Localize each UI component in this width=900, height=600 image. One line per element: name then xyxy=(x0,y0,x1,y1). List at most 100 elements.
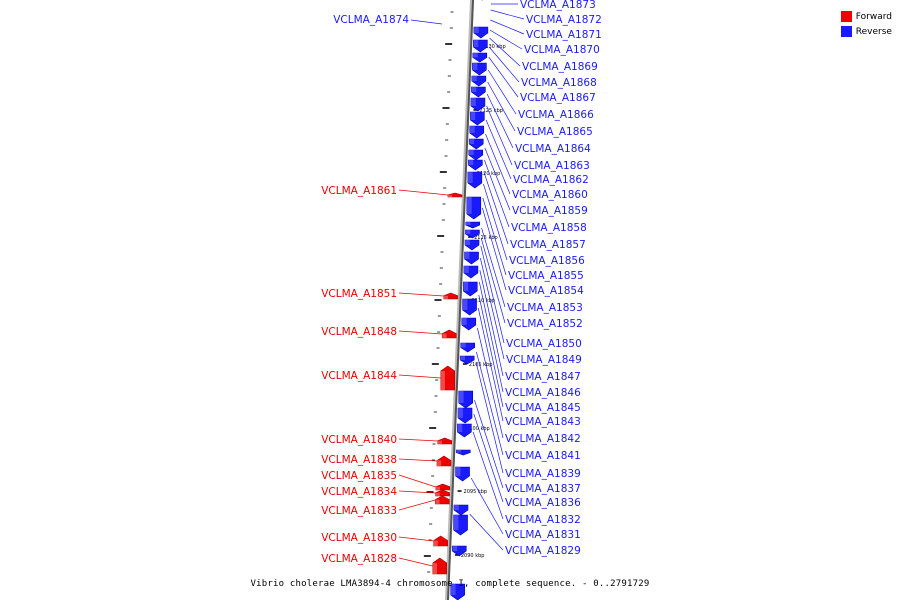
reverse-gene-highlight xyxy=(461,318,467,325)
forward-gene-highlight xyxy=(435,486,441,490)
reverse-leader-line xyxy=(477,327,504,439)
reverse-gene-highlight xyxy=(460,343,466,348)
reverse-gene-highlight xyxy=(471,76,477,81)
reverse-leader-line xyxy=(488,46,520,83)
forward-gene-highlight xyxy=(432,563,437,574)
reverse-gene-label: VCLMA_A1841 xyxy=(505,450,581,462)
forward-leader-line xyxy=(398,189,448,196)
reverse-leader-line xyxy=(469,513,504,551)
reverse-leader-line xyxy=(482,197,507,276)
reverse-gene-highlight xyxy=(471,87,477,92)
reverse-leader-line xyxy=(490,19,525,35)
scale-tick-label: 2090 kbp xyxy=(461,553,485,559)
reverse-gene-label: VCLMA_A1867 xyxy=(520,92,596,104)
reverse-gene-label: VCLMA_A1839 xyxy=(505,468,581,480)
scale-tick-label: 2095 kbp xyxy=(464,489,488,495)
reverse-leader-line xyxy=(410,19,443,25)
reverse-leader-line xyxy=(487,69,517,115)
forward-gene-label: VCLMA_A1851 xyxy=(321,288,397,300)
reverse-gene-label: VCLMA_A1855 xyxy=(508,270,584,282)
map-caption: Vibrio cholerae LMA3894-4 chromosome I, … xyxy=(250,579,650,589)
reverse-gene-label: VCLMA_A1829 xyxy=(505,545,581,557)
reverse-gene-label: VCLMA_A1870 xyxy=(524,44,600,56)
forward-leader-line xyxy=(398,438,438,442)
reverse-gene-label: VCLMA_A1849 xyxy=(506,354,582,366)
reverse-gene-highlight xyxy=(464,252,470,259)
reverse-gene-highlight xyxy=(457,424,463,432)
reverse-gene-highlight xyxy=(450,584,456,595)
reverse-gene-label: VCLMA_A1853 xyxy=(507,302,583,314)
backbone-line xyxy=(447,0,474,600)
reverse-gene-highlight xyxy=(470,98,476,106)
scale-tick-label: 2125 kbp xyxy=(479,108,503,114)
reverse-leader-line xyxy=(489,37,521,67)
forward-gene-highlight xyxy=(443,295,448,299)
reverse-gene-highlight xyxy=(465,240,470,245)
reverse-gene-label: VCLMA_A1832 xyxy=(505,514,581,526)
reverse-gene-label: VCLMA_A1860 xyxy=(512,189,588,201)
scale-tick-label: 2100 kbp xyxy=(466,426,490,432)
forward-gene-highlight xyxy=(440,371,445,390)
forward-gene-label: VCLMA_A1844 xyxy=(321,370,397,382)
reverse-leader-line xyxy=(487,81,516,132)
reverse-gene-highlight xyxy=(472,53,478,58)
reverse-leader-line xyxy=(489,29,523,50)
reverse-gene-highlight xyxy=(465,230,471,234)
reverse-gene-highlight xyxy=(470,112,476,120)
reverse-gene-label: VCLMA_A1846 xyxy=(505,387,581,399)
reverse-leader-line xyxy=(488,56,519,98)
reverse-gene-label: VCLMA_A1854 xyxy=(508,285,584,297)
reverse-gene-label: VCLMA_A1836 xyxy=(505,497,581,509)
reverse-leader-line xyxy=(484,147,511,211)
legend-reverse: Reverse xyxy=(840,24,892,39)
reverse-leader-line xyxy=(472,431,504,520)
reverse-gene-highlight xyxy=(472,63,478,70)
forward-gene-label: VCLMA_A1861 xyxy=(321,185,397,197)
forward-leader-line xyxy=(398,330,443,335)
forward-leader-line xyxy=(398,292,444,297)
reverse-gene-label: VCLMA_A1856 xyxy=(509,255,585,267)
reverse-leader-line xyxy=(474,399,504,489)
forward-leader-line xyxy=(398,374,441,379)
reverse-gene-highlight xyxy=(465,222,471,225)
reverse-leader-line xyxy=(476,351,504,456)
reverse-gene-label: VCLMA_A1845 xyxy=(505,402,581,414)
reverse-gene-label: VCLMA_A1865 xyxy=(517,126,593,138)
reverse-gene-label: VCLMA_A1837 xyxy=(505,483,581,495)
reverse-leader-line xyxy=(477,307,504,422)
forward-gene-label: VCLMA_A1834 xyxy=(321,486,397,498)
reverse-leader-line xyxy=(479,257,505,360)
forward-gene-label: VCLMA_A1830 xyxy=(321,532,397,544)
reverse-gene-highlight xyxy=(458,391,464,403)
reverse-gene-highlight xyxy=(462,299,468,310)
reverse-leader-line xyxy=(473,413,504,503)
reverse-leader-line xyxy=(485,133,511,195)
reverse-gene-label: VCLMA_A1874 xyxy=(333,14,409,26)
reverse-leader-line xyxy=(486,93,514,149)
reverse-gene-highlight xyxy=(452,546,458,551)
reverse-swatch xyxy=(840,26,852,37)
scale-tick-label: 2130 kbp xyxy=(482,44,506,50)
forward-gene-highlight xyxy=(435,492,440,496)
reverse-gene-highlight xyxy=(468,150,474,155)
forward-gene-highlight xyxy=(433,540,438,546)
reverse-gene-label: VCLMA_A1864 xyxy=(515,143,591,155)
reverse-gene-label: VCLMA_A1843 xyxy=(505,416,581,428)
reverse-gene-highlight xyxy=(455,467,461,476)
forward-gene-highlight xyxy=(447,194,453,197)
reverse-leader-line xyxy=(480,237,506,324)
forward-leader-line xyxy=(398,536,434,542)
reverse-leader-line xyxy=(481,227,506,308)
reverse-leader-line xyxy=(485,119,512,180)
reverse-leader-line xyxy=(478,281,504,393)
reverse-gene-highlight xyxy=(469,139,475,144)
legend-forward-label: Forward xyxy=(855,11,892,22)
forward-gene-label: VCLMA_A1840 xyxy=(321,434,397,446)
legend-reverse-label: Reverse xyxy=(855,26,892,37)
reverse-gene-label: VCLMA_A1852 xyxy=(507,318,583,330)
reverse-gene-label: VCLMA_A1866 xyxy=(518,109,594,121)
forward-gene-label: VCLMA_A1833 xyxy=(321,505,397,517)
forward-swatch xyxy=(840,11,852,22)
reverse-leader-line xyxy=(475,361,504,474)
